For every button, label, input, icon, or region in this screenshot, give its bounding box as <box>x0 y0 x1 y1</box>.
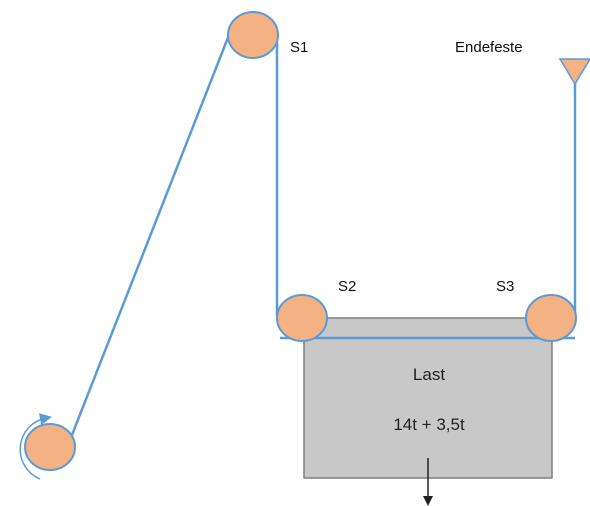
down-arrow-head <box>423 496 433 506</box>
triangle-anchor-icon <box>558 58 590 86</box>
label-end-anchor: Endefeste <box>455 39 523 56</box>
load-box <box>303 317 553 479</box>
label-s3: S3 <box>496 278 514 295</box>
label-s2: S2 <box>338 278 356 295</box>
winch-drum <box>24 423 76 471</box>
rope-winch-to-s1 <box>68 34 231 441</box>
label-s1: S1 <box>290 39 308 56</box>
sheave-s3 <box>525 294 577 342</box>
rotation-arrow-icon <box>19 413 52 480</box>
sheave-s2 <box>276 294 328 342</box>
load-value: 14t + 3,5t <box>393 415 465 434</box>
load-title: Last <box>413 365 445 384</box>
sheave-s1 <box>227 11 279 59</box>
